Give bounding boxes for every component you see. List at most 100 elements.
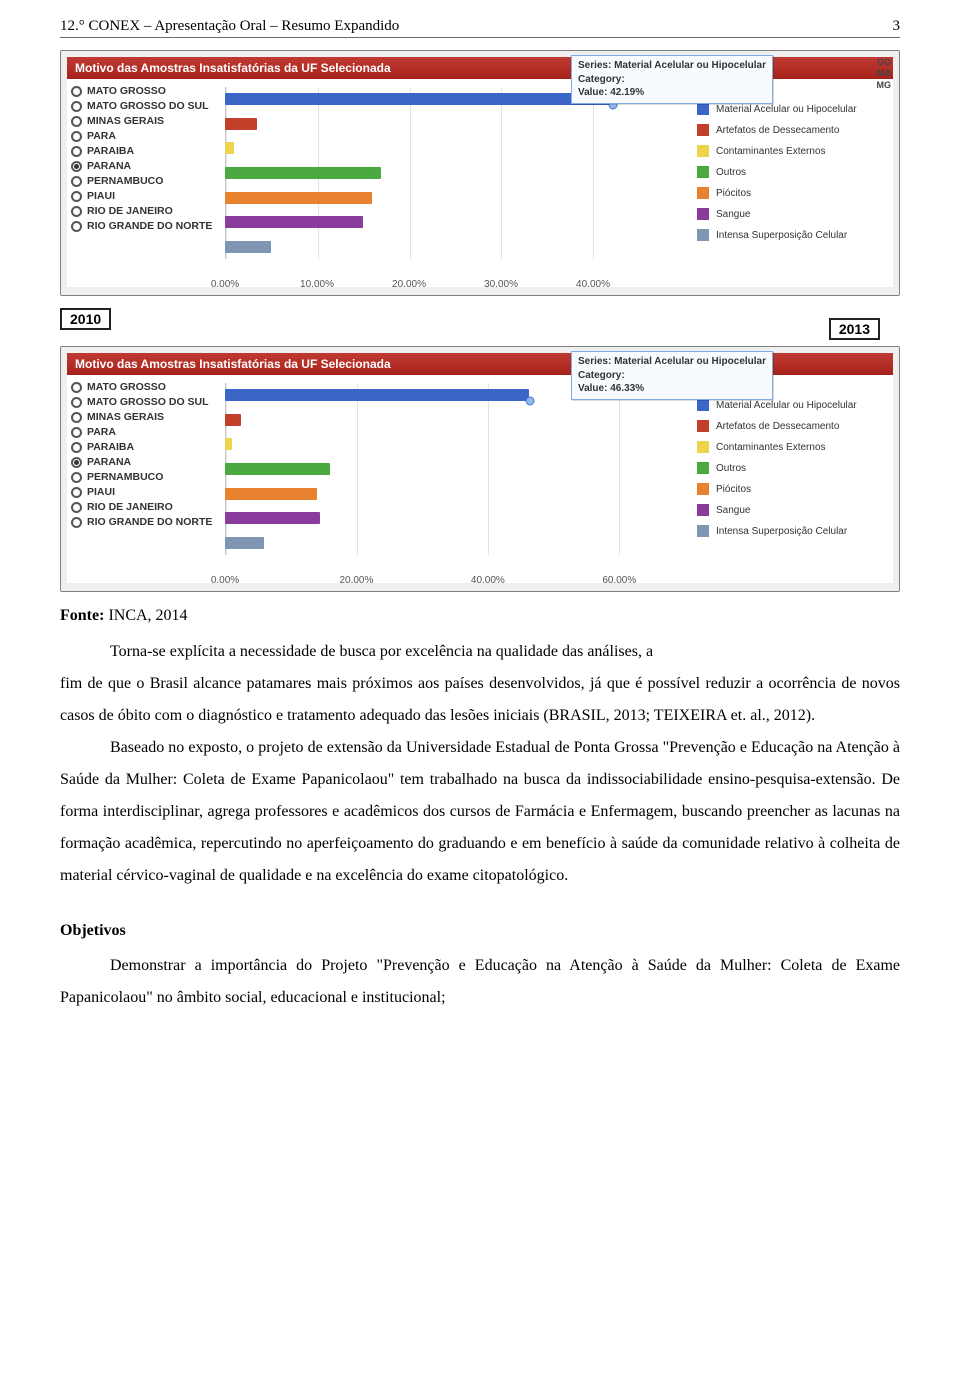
state-radio-item[interactable]: PARANA [71, 456, 221, 468]
radio-icon[interactable] [71, 101, 82, 112]
state-list-2013: MATO GROSSO MATO GROSSO DO SUL MINAS GERAI… [71, 379, 221, 579]
legend-2013: Material Acelular ou HipocelularArtefato… [689, 379, 889, 579]
state-label: PIAUI [87, 190, 115, 202]
radio-icon[interactable] [71, 86, 82, 97]
legend-item: Intensa Superposição Celular [697, 229, 889, 241]
objetivos-heading: Objetivos [60, 922, 900, 940]
axis-tick-label: 40.00% [471, 575, 505, 586]
radio-icon[interactable] [71, 116, 82, 127]
state-label: PARANA [87, 160, 131, 172]
legend-label: Contaminantes Externos [716, 146, 826, 157]
radio-icon[interactable] [71, 161, 82, 172]
legend-swatch-icon [697, 124, 709, 136]
bar[interactable] [225, 142, 234, 154]
legend-item: Artefatos de Dessecamento [697, 124, 889, 136]
state-radio-item[interactable]: RIO DE JANEIRO [71, 501, 221, 513]
state-radio-item[interactable]: RIO DE JANEIRO [71, 205, 221, 217]
fonte-line: Fonte: INCA, 2014 [60, 600, 900, 632]
radio-icon[interactable] [71, 412, 82, 423]
radio-icon[interactable] [71, 146, 82, 157]
radio-icon[interactable] [71, 517, 82, 528]
header-page-number: 3 [893, 18, 901, 35]
state-label: PARANA [87, 456, 131, 468]
state-radio-item[interactable]: MINAS GERAIS [71, 411, 221, 423]
bar[interactable] [225, 414, 241, 426]
legend-label: Material Acelular ou Hipocelular [716, 104, 857, 115]
chart-2010-panel: Motivo das Amostras Insatisfatórias da U… [60, 50, 900, 296]
radio-icon[interactable] [71, 427, 82, 438]
state-radio-item[interactable]: PARAIBA [71, 145, 221, 157]
state-radio-item[interactable]: MATO GROSSO [71, 85, 221, 97]
bar[interactable] [225, 216, 363, 228]
state-radio-item[interactable]: PARANA [71, 160, 221, 172]
state-radio-item[interactable]: RIO GRANDE DO NORTE [71, 220, 221, 232]
state-radio-item[interactable]: PIAUI [71, 190, 221, 202]
radio-icon[interactable] [71, 382, 82, 393]
axis-tick-label: 40.00% [576, 279, 610, 290]
state-label: RIO GRANDE DO NORTE [87, 220, 212, 232]
bar[interactable] [225, 93, 613, 105]
state-label: PERNAMBUCO [87, 175, 163, 187]
radio-icon[interactable] [71, 502, 82, 513]
legend-item: Piócitos [697, 483, 889, 495]
state-radio-item[interactable]: RIO GRANDE DO NORTE [71, 516, 221, 528]
state-radio-item[interactable]: PARA [71, 426, 221, 438]
chart-2013-tooltip: Series: Material Acelular ou Hipocelular… [571, 351, 773, 400]
state-radio-item[interactable]: PARA [71, 130, 221, 142]
state-label: RIO DE JANEIRO [87, 205, 173, 217]
tooltip-category: Category: [578, 369, 766, 383]
state-radio-item[interactable]: MATO GROSSO [71, 381, 221, 393]
radio-icon[interactable] [71, 221, 82, 232]
bar[interactable] [225, 537, 264, 549]
legend-swatch-icon [697, 462, 709, 474]
radio-icon[interactable] [71, 191, 82, 202]
legend-label: Outros [716, 463, 746, 474]
bar[interactable] [225, 118, 257, 130]
legend-swatch-icon [697, 229, 709, 241]
tooltip-series: Series: Material Acelular ou Hipocelular [578, 355, 766, 369]
radio-icon[interactable] [71, 457, 82, 468]
bar[interactable] [225, 438, 232, 450]
legend-label: Contaminantes Externos [716, 442, 826, 453]
radio-icon[interactable] [71, 176, 82, 187]
state-radio-item[interactable]: MATO GROSSO DO SUL [71, 100, 221, 112]
paragraph-1-rest: fim de que o Brasil alcance patamares ma… [60, 668, 900, 732]
bar[interactable] [225, 488, 317, 500]
state-label: MINAS GERAIS [87, 411, 164, 423]
radio-icon[interactable] [71, 397, 82, 408]
legend-swatch-icon [697, 208, 709, 220]
bar[interactable] [225, 389, 529, 401]
legend-label: Artefatos de Dessecamento [716, 125, 839, 136]
bar[interactable] [225, 192, 372, 204]
state-radio-item[interactable]: PERNAMBUCO [71, 175, 221, 187]
bar[interactable] [225, 167, 381, 179]
radio-icon[interactable] [71, 472, 82, 483]
axis-tick-label: 30.00% [484, 279, 518, 290]
legend-swatch-icon [697, 504, 709, 516]
chart-2013-title: Motivo das Amostras Insatisfatórias da U… [75, 357, 391, 371]
plot-area-2013: 0.00%20.00%40.00%60.00% [225, 379, 685, 579]
state-radio-item[interactable]: MINAS GERAIS [71, 115, 221, 127]
bar[interactable] [225, 241, 271, 253]
state-label: MATO GROSSO DO SUL [87, 396, 209, 408]
state-radio-item[interactable]: PARAIBA [71, 441, 221, 453]
chart-2013-titlebar: Motivo das Amostras Insatisfatórias da U… [67, 353, 893, 375]
state-label: PARA [87, 130, 116, 142]
state-radio-item[interactable]: PERNAMBUCO [71, 471, 221, 483]
tooltip-value: Value: 42.19% [578, 86, 766, 100]
radio-icon[interactable] [71, 442, 82, 453]
legend-label: Material Acelular ou Hipocelular [716, 400, 857, 411]
radio-icon[interactable] [71, 487, 82, 498]
radio-icon[interactable] [71, 131, 82, 142]
legend-label: Outros [716, 167, 746, 178]
legend-swatch-icon [697, 483, 709, 495]
bar[interactable] [225, 463, 330, 475]
state-label: RIO DE JANEIRO [87, 501, 173, 513]
legend-item: Sangue [697, 504, 889, 516]
bar[interactable] [225, 512, 320, 524]
state-radio-item[interactable]: PIAUI [71, 486, 221, 498]
legend-item: Contaminantes Externos [697, 441, 889, 453]
radio-icon[interactable] [71, 206, 82, 217]
state-radio-item[interactable]: MATO GROSSO DO SUL [71, 396, 221, 408]
legend-item: Material Acelular ou Hipocelular [697, 103, 889, 115]
